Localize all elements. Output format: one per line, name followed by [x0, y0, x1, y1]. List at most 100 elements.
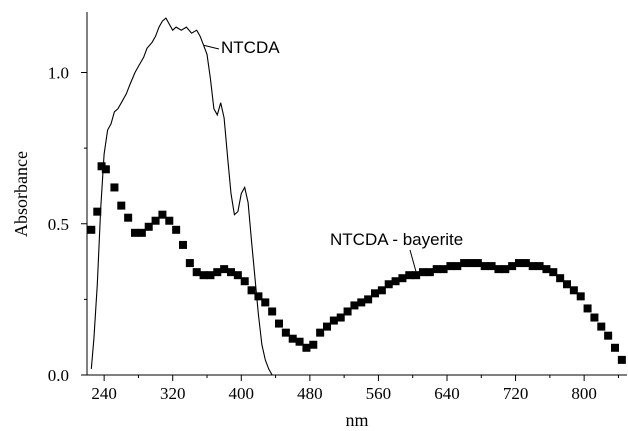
plot-area	[87, 17, 626, 376]
data-point-ntcda-bayerite	[227, 268, 235, 277]
x-tick-label: 800	[571, 384, 597, 403]
data-point-ntcda-bayerite	[473, 259, 482, 268]
data-point-ntcda-bayerite	[131, 228, 139, 237]
series-line-ntcda	[90, 17, 273, 376]
data-point-ntcda-bayerite	[384, 280, 393, 289]
data-point-ntcda-bayerite	[309, 340, 318, 349]
data-point-ntcda-bayerite	[391, 277, 400, 286]
data-point-ntcda-bayerite	[357, 298, 366, 307]
data-point-ntcda-bayerite	[467, 259, 475, 268]
data-point-ntcda-bayerite	[233, 271, 242, 280]
data-point-ntcda-bayerite	[576, 292, 585, 301]
data-point-ntcda-bayerite	[583, 304, 592, 313]
data-point-ntcda-bayerite	[535, 262, 544, 271]
y-tick-label: 1.0	[48, 64, 69, 83]
data-point-ntcda-bayerite	[597, 322, 606, 331]
x-tick-label: 480	[297, 384, 323, 403]
data-point-ntcda-bayerite	[515, 259, 523, 268]
data-point-ntcda-bayerite	[213, 268, 222, 277]
data-point-ntcda-bayerite	[101, 165, 110, 174]
data-point-ntcda-bayerite	[165, 216, 174, 225]
data-point-ntcda-bayerite	[556, 274, 565, 283]
data-point-ntcda-bayerite	[247, 286, 256, 295]
data-point-ntcda-bayerite	[199, 271, 208, 280]
data-point-ntcda-bayerite	[87, 225, 96, 234]
y-tick-label: 0.5	[48, 215, 69, 234]
data-point-ntcda-bayerite	[261, 298, 270, 307]
data-point-ntcda-bayerite	[432, 265, 441, 274]
data-point-ntcda-bayerite	[97, 162, 106, 171]
leader-line-ntcda-bayerite	[409, 249, 417, 273]
data-point-ntcda-bayerite	[323, 322, 331, 331]
data-point-ntcda-bayerite	[528, 262, 537, 271]
data-point-ntcda-bayerite	[206, 271, 215, 280]
y-axis-title: Absorbance	[11, 151, 31, 237]
data-point-ntcda-bayerite	[137, 228, 146, 237]
data-point-ntcda-bayerite	[480, 262, 489, 271]
data-point-ntcda-bayerite	[494, 265, 503, 274]
leader-line-ntcda	[203, 44, 220, 50]
data-point-ntcda-bayerite	[604, 331, 613, 340]
data-point-ntcda-bayerite	[343, 307, 352, 316]
data-point-ntcda-bayerite	[179, 240, 187, 249]
x-tick-label: 320	[160, 384, 186, 403]
data-point-ntcda-bayerite	[302, 343, 311, 352]
data-point-ntcda-bayerite	[460, 259, 469, 268]
x-axis-title: nm	[345, 410, 368, 430]
data-point-ntcda-bayerite	[425, 268, 434, 277]
data-point-ntcda-bayerite	[124, 213, 133, 222]
data-point-ntcda-bayerite	[316, 328, 325, 337]
data-point-ntcda-bayerite	[487, 262, 496, 271]
data-point-ntcda-bayerite	[563, 280, 571, 289]
data-point-ntcda-bayerite	[110, 183, 119, 192]
data-point-ntcda-bayerite	[240, 277, 249, 286]
data-point-ntcda-bayerite	[185, 259, 194, 268]
data-point-ntcda-bayerite	[329, 316, 338, 325]
data-point-ntcda-bayerite	[419, 268, 427, 277]
data-point-ntcda-bayerite	[295, 337, 304, 346]
data-point-ntcda-bayerite	[446, 262, 455, 271]
data-point-ntcda-bayerite	[501, 265, 510, 274]
x-tick-label: 720	[503, 384, 529, 403]
data-point-ntcda-bayerite	[192, 268, 201, 277]
annotation-ntcda: NTCDA	[221, 38, 280, 57]
y-tick-label: 0.0	[48, 366, 69, 385]
data-point-ntcda-bayerite	[617, 355, 626, 364]
data-point-ntcda-bayerite	[117, 201, 126, 210]
data-point-ntcda-bayerite	[377, 286, 386, 295]
data-point-ntcda-bayerite	[172, 225, 181, 234]
data-point-ntcda-bayerite	[288, 334, 297, 343]
data-point-ntcda-bayerite	[268, 307, 277, 316]
data-point-ntcda-bayerite	[590, 313, 599, 322]
x-tick-label: 560	[366, 384, 392, 403]
data-point-ntcda-bayerite	[371, 289, 379, 298]
data-point-ntcda-bayerite	[144, 222, 153, 231]
data-point-ntcda-bayerite	[542, 265, 551, 274]
data-point-ntcda-bayerite	[364, 295, 373, 304]
data-point-ntcda-bayerite	[336, 313, 345, 322]
data-point-ntcda-bayerite	[508, 262, 517, 271]
data-point-ntcda-bayerite	[275, 319, 283, 328]
data-point-ntcda-bayerite	[453, 262, 462, 271]
axes: 240 320 400 480 560 640 720 800 0.0 0.5 1.0	[48, 12, 627, 403]
data-point-ntcda-bayerite	[412, 271, 421, 280]
x-tick-label: 640	[434, 384, 460, 403]
data-point-ntcda-bayerite	[521, 259, 530, 268]
data-point-ntcda-bayerite	[254, 292, 263, 301]
data-point-ntcda-bayerite	[158, 210, 167, 219]
annotation-ntcda-bayerite: NTCDA - bayerite	[330, 230, 463, 249]
data-point-ntcda-bayerite	[151, 216, 160, 225]
data-point-ntcda-bayerite	[398, 274, 407, 283]
x-tick-label: 400	[229, 384, 255, 403]
data-point-ntcda-bayerite	[350, 301, 359, 310]
data-point-ntcda-bayerite	[549, 268, 558, 277]
data-point-ntcda-bayerite	[220, 265, 229, 274]
data-point-ntcda-bayerite	[93, 207, 102, 216]
data-point-ntcda-bayerite	[569, 286, 578, 295]
data-point-ntcda-bayerite	[281, 328, 290, 337]
data-point-ntcda-bayerite	[439, 265, 448, 274]
x-tick-label: 240	[91, 384, 117, 403]
data-point-ntcda-bayerite	[405, 271, 414, 280]
data-point-ntcda-bayerite	[611, 343, 619, 352]
